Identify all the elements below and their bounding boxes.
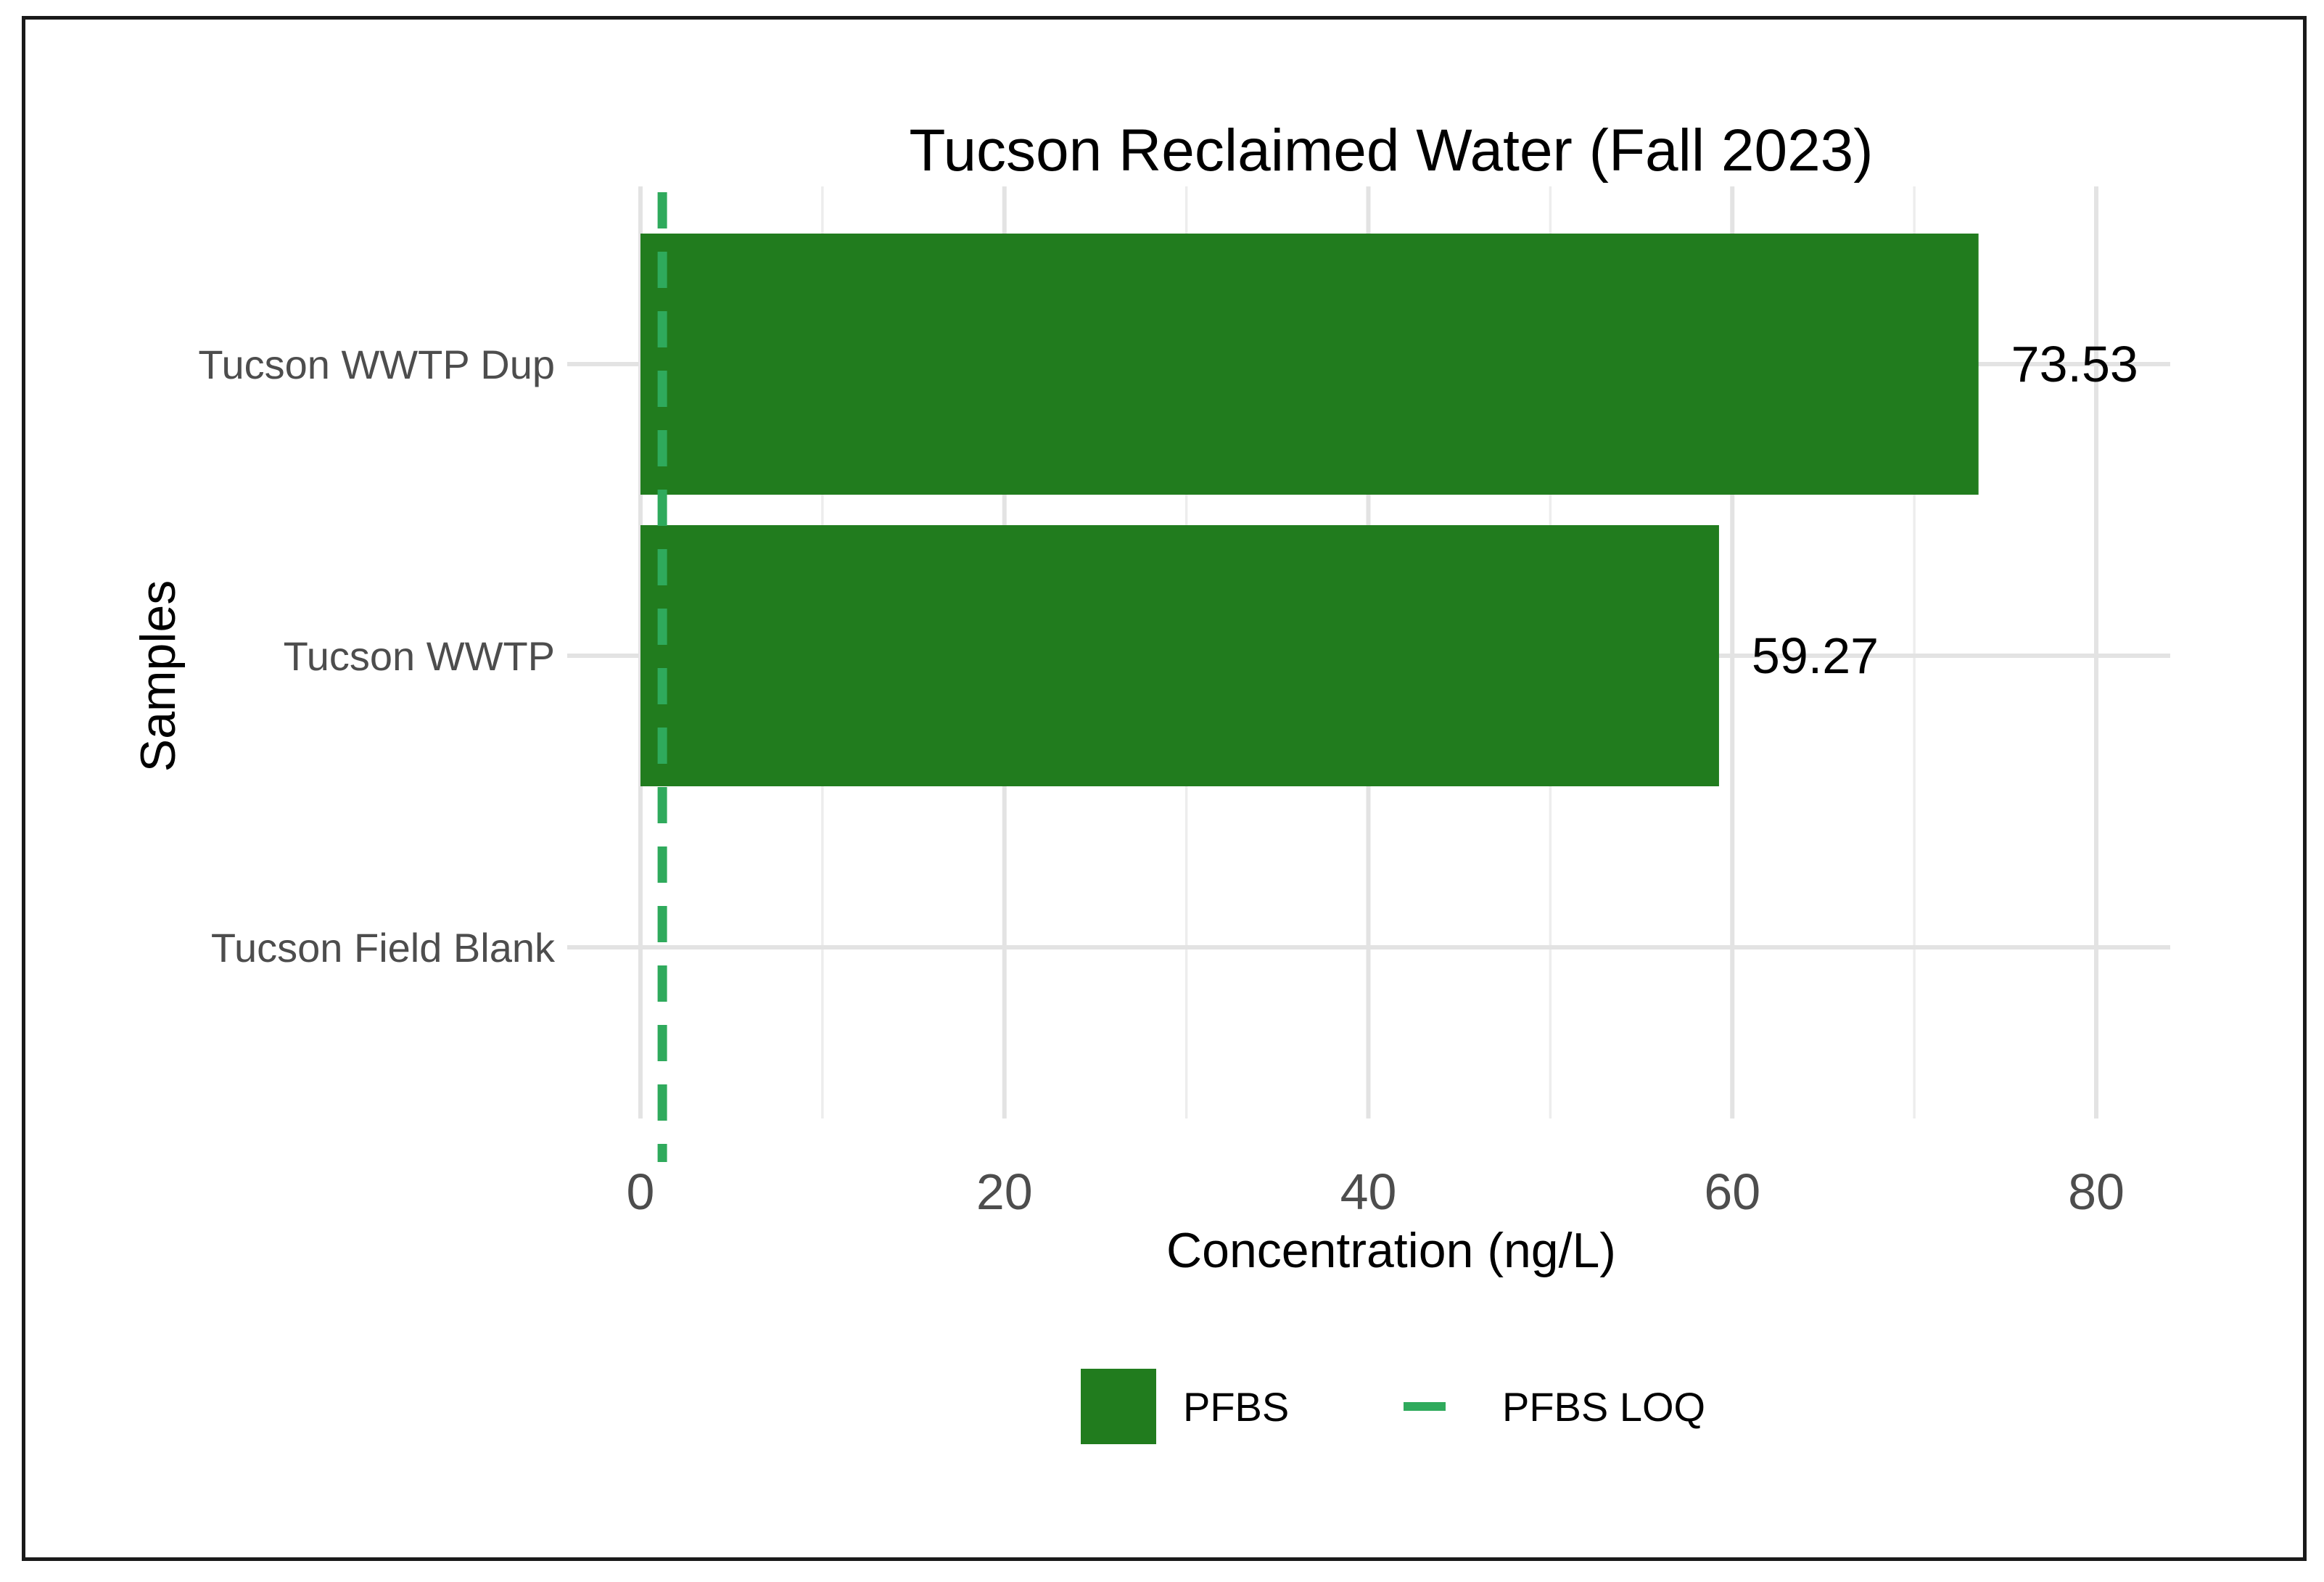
bars: [640, 234, 1979, 786]
legend-pfbs-swatch: [1081, 1369, 1156, 1444]
legend-pfbs-label: PFBS: [1183, 1384, 1289, 1430]
x-axis-title: Concentration (ng/L): [1166, 1223, 1616, 1278]
bar-chart: Tucson Reclaimed Water (Fall 2023) 73.53…: [131, 118, 2170, 1444]
y-axis-title: Samples: [131, 580, 186, 773]
legend-loq-label: PFBS LOQ: [1502, 1384, 1705, 1430]
x-tick-label: 20: [976, 1163, 1033, 1220]
data-label: 73.53: [2011, 336, 2138, 392]
legend: PFBS PFBS LOQ: [1081, 1369, 1705, 1444]
x-tick-labels: 0 20 40 60 80: [627, 1163, 2125, 1220]
category-label: Tucson WWTP: [284, 633, 555, 679]
data-labels: 73.53 59.27: [1752, 336, 2138, 684]
chart-title: Tucson Reclaimed Water (Fall 2023): [909, 118, 1873, 184]
x-tick-label: 40: [1340, 1163, 1397, 1220]
x-tick-label: 60: [1704, 1163, 1760, 1220]
bar-tucson-wwtp: [640, 525, 1719, 786]
bar-tucson-wwtp-dup: [640, 234, 1979, 495]
category-labels: Tucson WWTP Dup Tucson WWTP Tucson Field B…: [198, 342, 556, 971]
category-label: Tucson WWTP Dup: [198, 342, 555, 387]
x-tick-label: 0: [627, 1163, 655, 1220]
x-tick-label: 80: [2068, 1163, 2125, 1220]
data-label: 59.27: [1752, 627, 1879, 684]
chart-frame: Tucson Reclaimed Water (Fall 2023) 73.53…: [22, 16, 2307, 1561]
category-label: Tucson Field Blank: [211, 925, 556, 971]
